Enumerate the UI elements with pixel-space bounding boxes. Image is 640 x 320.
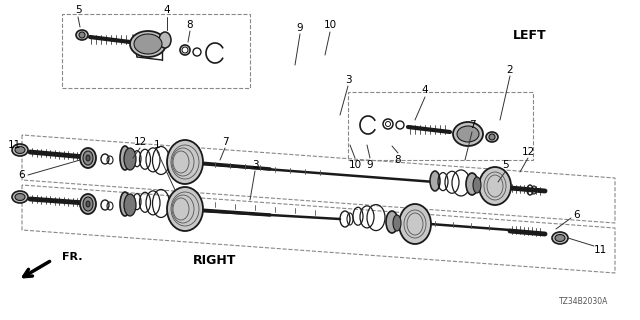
Text: 4: 4 [164,5,170,15]
Ellipse shape [457,126,479,142]
Ellipse shape [552,232,568,244]
Text: 7: 7 [221,137,228,147]
Ellipse shape [479,167,511,205]
Text: 3: 3 [345,75,351,85]
Ellipse shape [79,32,85,38]
Ellipse shape [15,147,25,154]
Ellipse shape [130,31,166,57]
Text: 8: 8 [187,20,193,30]
Text: LEFT: LEFT [513,28,547,42]
Text: 11: 11 [593,245,607,255]
Ellipse shape [486,132,498,142]
Ellipse shape [83,151,93,165]
Text: 2: 2 [507,65,513,75]
Ellipse shape [159,32,171,48]
Text: 8: 8 [395,155,401,165]
Ellipse shape [120,146,130,170]
Text: 12: 12 [522,147,534,157]
Text: 1: 1 [154,140,160,150]
Ellipse shape [386,211,398,233]
Text: 7: 7 [468,120,476,130]
Ellipse shape [453,122,483,146]
Ellipse shape [466,173,478,195]
Bar [348,92,533,160]
Text: 5: 5 [502,160,508,170]
Text: 4: 4 [422,85,428,95]
Ellipse shape [399,204,431,244]
Ellipse shape [76,30,88,40]
Ellipse shape [167,187,203,231]
Ellipse shape [12,191,28,203]
Text: 6: 6 [19,170,26,180]
Ellipse shape [15,194,25,201]
Ellipse shape [167,140,203,184]
Text: 9: 9 [297,23,303,33]
Ellipse shape [134,34,162,54]
Ellipse shape [86,201,90,207]
Text: RIGHT: RIGHT [193,253,237,267]
Ellipse shape [393,215,401,231]
Ellipse shape [473,177,481,193]
Ellipse shape [83,197,93,211]
Ellipse shape [555,235,565,242]
Ellipse shape [80,148,96,168]
Ellipse shape [86,155,90,161]
Text: 10: 10 [348,160,362,170]
Bar [62,14,250,88]
Text: 6: 6 [573,210,580,220]
Text: 5: 5 [75,5,81,15]
Text: 11: 11 [8,140,21,150]
Ellipse shape [430,171,440,191]
Text: 10: 10 [323,20,337,30]
Ellipse shape [12,144,28,156]
Text: 3: 3 [252,160,259,170]
Ellipse shape [489,134,495,140]
Ellipse shape [124,148,136,170]
Text: 12: 12 [133,137,147,147]
Text: 9: 9 [367,160,373,170]
Ellipse shape [124,194,136,216]
Ellipse shape [120,192,130,216]
Text: FR.: FR. [62,252,83,262]
Text: TZ34B2030A: TZ34B2030A [559,298,609,307]
Ellipse shape [80,194,96,214]
